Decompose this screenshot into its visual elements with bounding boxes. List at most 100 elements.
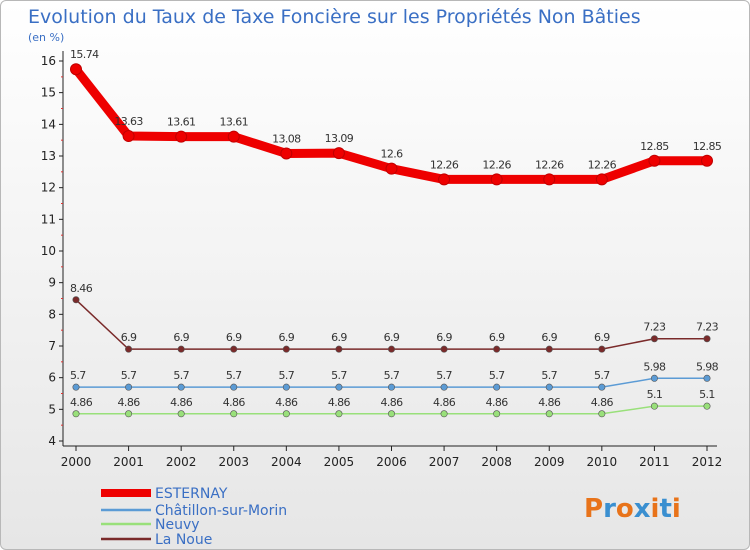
data-label: 13.08 <box>272 132 301 145</box>
legend-label: La Noue <box>155 532 212 548</box>
data-point <box>177 410 185 418</box>
x-tick-label: 2003 <box>218 455 249 469</box>
data-point <box>595 173 608 186</box>
x-tick-label: 2004 <box>271 455 302 469</box>
logo-letter: t <box>659 494 671 524</box>
data-label: 6.9 <box>226 331 242 344</box>
data-point <box>387 383 395 391</box>
data-label: 12.85 <box>640 140 669 153</box>
data-label: 4.86 <box>538 396 561 409</box>
data-label: 13.61 <box>220 116 249 129</box>
data-point <box>493 410 501 418</box>
y-tick-label: 10 <box>41 244 56 258</box>
data-label: 5.7 <box>226 369 242 382</box>
data-label: 12.26 <box>535 158 564 171</box>
unit-label: (en %) <box>28 31 64 44</box>
legend-label: Neuvy <box>155 517 200 533</box>
logo-letter: r <box>603 494 616 524</box>
series-esternay: 15.74 13.63 13.61 13.61 13.08 13.09 12.6 12.26 1… <box>70 48 722 186</box>
data-label: 5.7 <box>173 369 189 382</box>
x-tick-label: 2011 <box>639 455 670 469</box>
y-tick-label: 6 <box>48 371 56 385</box>
data-point <box>545 383 553 391</box>
data-label: 12.85 <box>693 140 722 153</box>
data-label: 5.7 <box>121 369 137 382</box>
logo-letter: o <box>616 494 634 524</box>
logo-letter: i <box>651 494 660 524</box>
x-tick-label: 2008 <box>481 455 512 469</box>
data-label: 4.86 <box>486 396 509 409</box>
data-point <box>335 345 343 353</box>
data-point <box>387 410 395 418</box>
data-point <box>335 383 343 391</box>
data-label: 4.86 <box>170 396 193 409</box>
data-label: 5.7 <box>70 369 86 382</box>
x-tick-label: 2002 <box>166 455 197 469</box>
data-label: 12.26 <box>588 158 617 171</box>
y-tick-label: 4 <box>48 434 56 448</box>
data-point <box>493 345 501 353</box>
data-point <box>598 345 606 353</box>
data-point <box>543 173 556 186</box>
data-label: 5.98 <box>643 360 666 373</box>
data-label: 13.09 <box>325 132 354 145</box>
data-point <box>650 402 658 410</box>
x-tick-label: 2006 <box>376 455 407 469</box>
data-point <box>332 147 345 160</box>
data-point <box>177 383 185 391</box>
logo-text: Proxiti <box>584 494 681 524</box>
data-label: 6.9 <box>278 331 294 344</box>
data-point <box>125 410 133 418</box>
y-tick-label: 7 <box>48 339 56 353</box>
data-point <box>650 335 658 343</box>
data-label: 5.7 <box>594 369 610 382</box>
data-point <box>230 410 238 418</box>
data-label: 4.86 <box>118 396 141 409</box>
data-point <box>122 130 135 143</box>
x-tick-label: 2010 <box>587 455 618 469</box>
data-point <box>125 383 133 391</box>
data-point <box>72 410 80 418</box>
data-label: 7.23 <box>696 321 719 334</box>
data-point <box>598 383 606 391</box>
y-tick-group: 4 5 6 7 8 9 10 11 12 13 14 15 16 <box>41 54 63 448</box>
data-point <box>335 410 343 418</box>
data-label: 6.9 <box>121 331 137 344</box>
data-label: 6.9 <box>541 331 557 344</box>
data-label: 4.86 <box>380 396 403 409</box>
logo-letter: x <box>634 494 651 524</box>
x-tick-label: 2001 <box>113 455 144 469</box>
y-tick-label: 14 <box>41 117 56 131</box>
data-point <box>545 345 553 353</box>
data-label: 4.86 <box>591 396 614 409</box>
data-label: 5.7 <box>278 369 294 382</box>
data-label: 4.86 <box>275 396 298 409</box>
x-tick-label: 2007 <box>429 455 460 469</box>
data-label: 6.9 <box>436 331 452 344</box>
data-label: 5.7 <box>541 369 557 382</box>
data-label: 5.98 <box>696 360 719 373</box>
y-tick-label: 13 <box>41 149 56 163</box>
legend-label: ESTERNAY <box>155 486 228 502</box>
data-label: 4.86 <box>433 396 456 409</box>
data-point <box>227 130 240 143</box>
data-point <box>493 383 501 391</box>
data-point <box>440 410 448 418</box>
data-label: 13.63 <box>114 115 143 128</box>
data-label: 6.9 <box>384 331 400 344</box>
data-point <box>703 374 711 382</box>
data-point <box>598 410 606 418</box>
x-tick-label: 2009 <box>534 455 565 469</box>
data-label: 6.9 <box>489 331 505 344</box>
data-point <box>701 154 713 167</box>
data-point <box>280 147 293 160</box>
series-group: 5.7 5.7 5.7 5.7 5.7 5.7 5.7 5.7 5.7 5.7 5.7 5.98 5.9… <box>70 48 722 418</box>
data-point <box>72 296 80 304</box>
y-tick-label: 15 <box>41 86 56 100</box>
data-label: 5.1 <box>647 388 663 401</box>
y-tick-label: 12 <box>41 181 56 195</box>
y-tick-label: 8 <box>48 307 56 321</box>
data-point <box>490 173 503 186</box>
data-point <box>385 162 398 175</box>
